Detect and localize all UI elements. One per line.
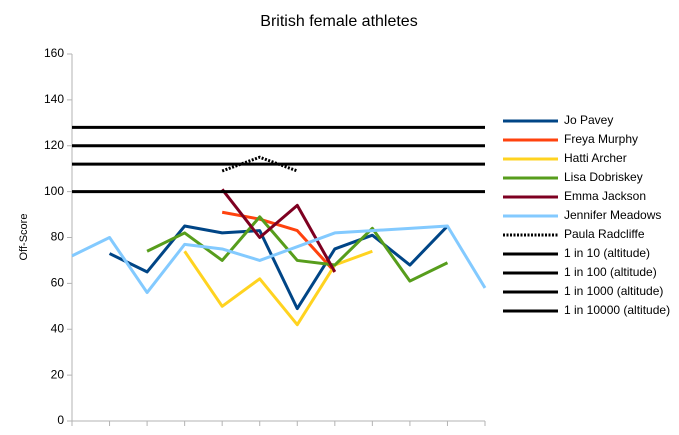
legend-label: Paula Radcliffe bbox=[564, 227, 645, 241]
legend-label: Hatti Archer bbox=[564, 151, 627, 165]
y-tick-label: 120 bbox=[44, 138, 64, 152]
series-line bbox=[183, 249, 373, 327]
legend-label: 1 in 10000 (altitude) bbox=[564, 303, 670, 317]
y-axis-label: Off-Score bbox=[18, 214, 30, 261]
legend-label: Jo Pavey bbox=[564, 113, 613, 127]
legend-label: Lisa Dobriskey bbox=[564, 170, 643, 184]
legend-label: Jennifer Meadows bbox=[564, 208, 661, 222]
series-line bbox=[108, 224, 449, 311]
y-tick-label: 40 bbox=[51, 321, 65, 335]
legend-label: Emma Jackson bbox=[564, 189, 646, 203]
y-tick-label: 0 bbox=[57, 413, 64, 427]
y-tick-label: 20 bbox=[51, 367, 65, 381]
series-line bbox=[71, 224, 487, 295]
chart-title: British female athletes bbox=[260, 13, 417, 30]
y-tick-label: 160 bbox=[44, 46, 64, 60]
series-line bbox=[146, 215, 449, 283]
y-tick-label: 140 bbox=[44, 92, 64, 106]
y-tick-label: 80 bbox=[51, 230, 65, 244]
legend-label: 1 in 1000 (altitude) bbox=[564, 284, 663, 298]
y-tick-label: 60 bbox=[51, 276, 65, 290]
legend-label: 1 in 100 (altitude) bbox=[564, 265, 657, 279]
y-tick-label: 100 bbox=[44, 184, 64, 198]
series-line bbox=[221, 155, 298, 173]
legend-label: Freya Murphy bbox=[564, 132, 638, 146]
legend-label: 1 in 10 (altitude) bbox=[564, 246, 650, 260]
